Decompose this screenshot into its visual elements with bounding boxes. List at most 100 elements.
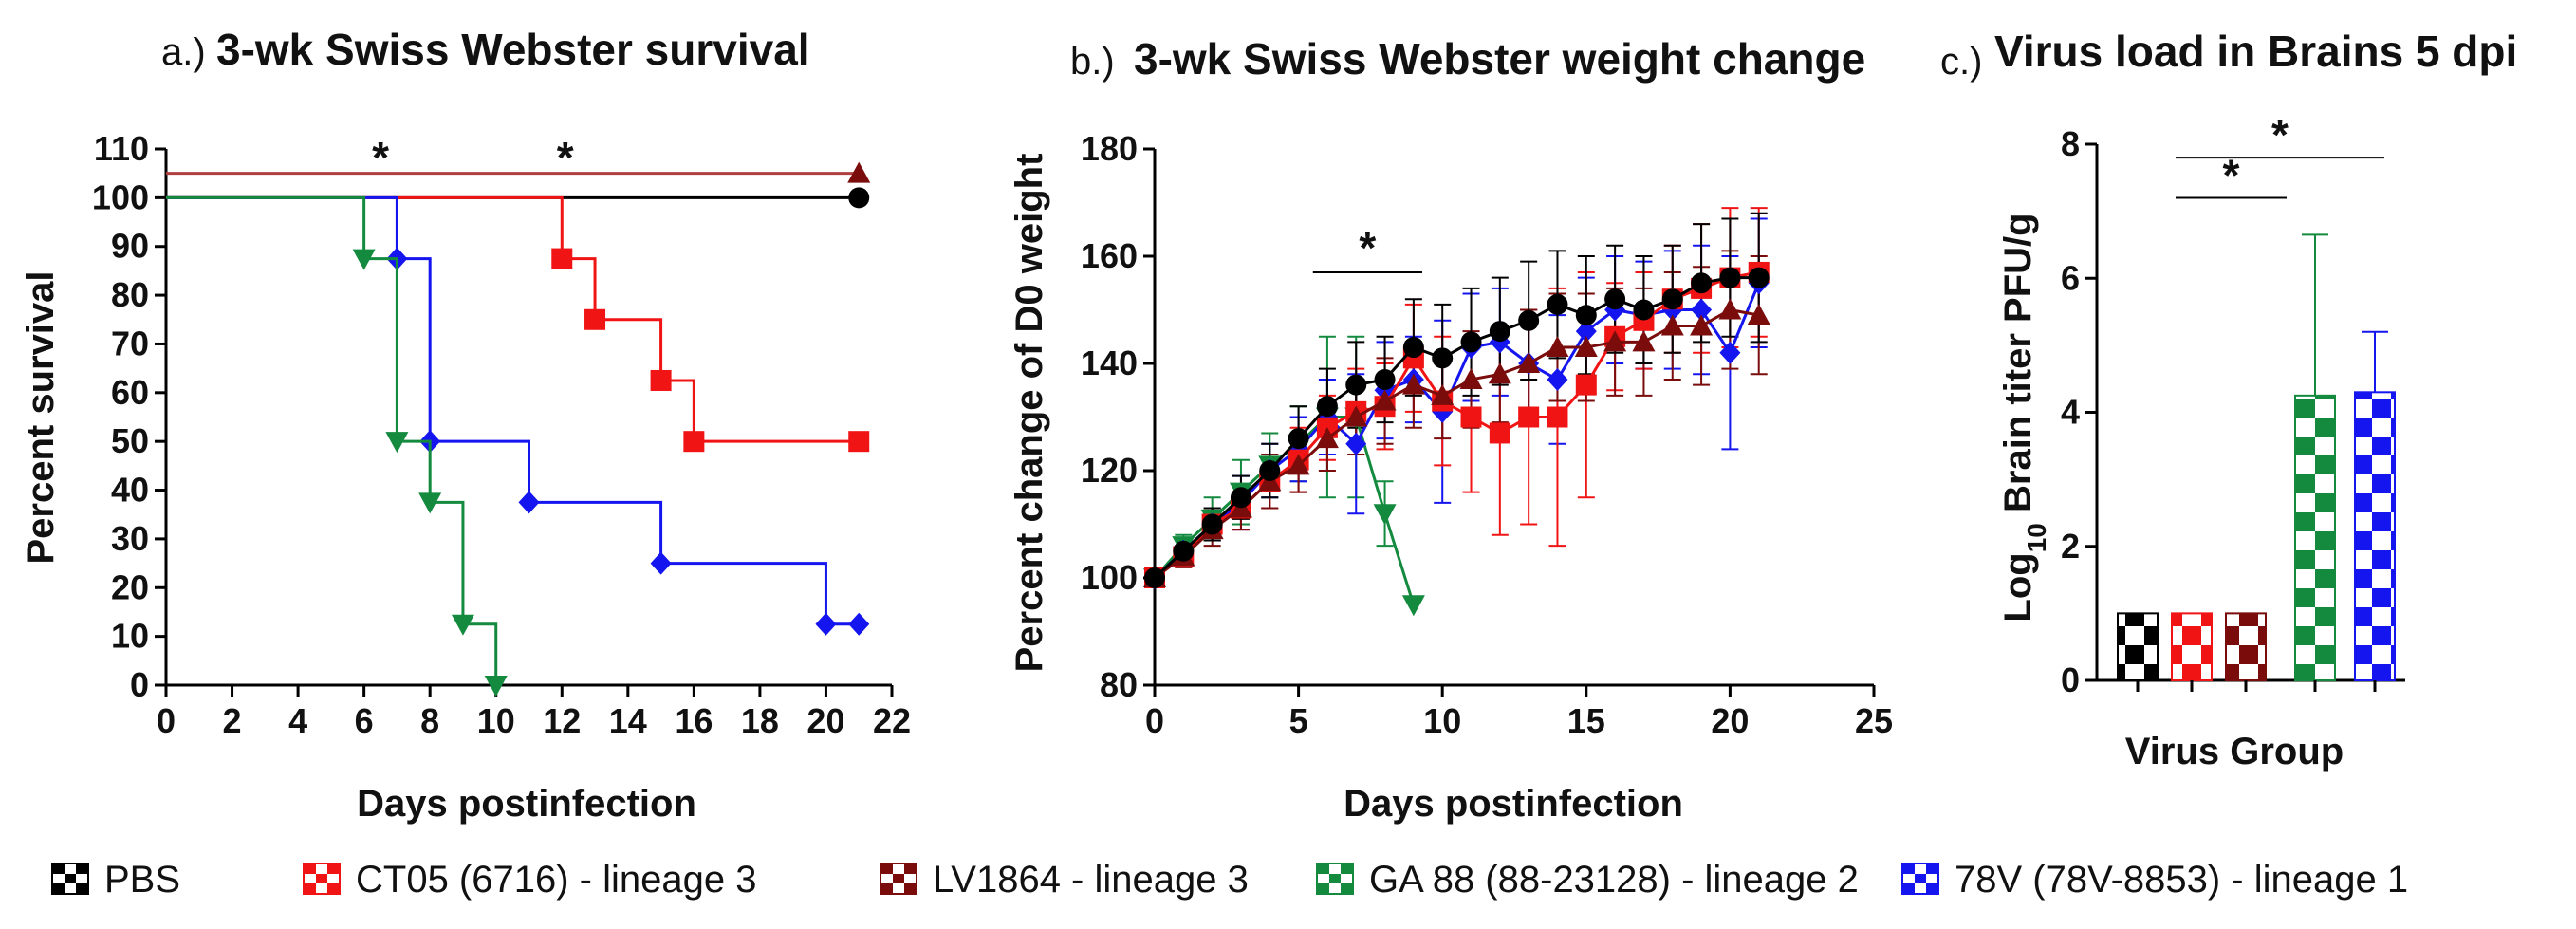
weight-line-GA88 <box>1153 416 1416 605</box>
weight-point-LV1864 <box>1690 314 1714 336</box>
weight-point-PBS <box>1633 299 1655 321</box>
panel-b: b.) 3-wk Swiss Webster weight change Per… <box>1009 34 1893 825</box>
weight-point-GA88 <box>1373 504 1397 526</box>
panel-c-y-tick-label: 4 <box>2061 393 2080 432</box>
checker-cell <box>904 883 917 894</box>
survival-point-GA88 <box>484 676 508 697</box>
weight-point-78V <box>1547 367 1568 391</box>
panel-b-x-tick-label: 15 <box>1567 701 1605 740</box>
weight-point-PBS <box>1201 513 1223 535</box>
weight-line-LV1864 <box>1154 307 1759 580</box>
weight-point-PBS <box>1460 331 1482 353</box>
checker-cell <box>1317 864 1329 874</box>
weight-point-PBS <box>1719 267 1741 288</box>
survival-point-78V <box>848 612 870 636</box>
panel-c-y-tick-label: 2 <box>2061 527 2080 566</box>
panel-a-x-tick-label: 22 <box>873 701 911 740</box>
weight-point-CT05 <box>1460 406 1482 428</box>
panel-a-x-tick-label: 12 <box>543 701 581 740</box>
panel-a-x-tick-label: 8 <box>420 701 439 740</box>
panel-a-x-tick-label: 0 <box>157 701 176 740</box>
weight-point-PBS <box>1345 374 1367 396</box>
panel-c-y-tick-label: 6 <box>2061 258 2080 297</box>
panel-c-y-tick-label: 8 <box>2061 124 2080 163</box>
bar-LV1864 <box>2225 612 2267 681</box>
checker-cell <box>1341 883 1353 894</box>
panel-a-ylabel: Percent survival <box>20 270 62 564</box>
panel-c: c.) Virus load in Brains 5 dpi Log10 Bra… <box>1940 27 2517 772</box>
panel-a-y-tick-label: 20 <box>111 567 149 606</box>
panel-b-y-tick-label: 180 <box>1081 129 1138 168</box>
weight-point-PBS <box>1432 347 1454 369</box>
bar-78V <box>2354 391 2396 681</box>
survival-point-CT05 <box>650 369 672 391</box>
checker-cell <box>1915 874 1926 883</box>
survival-line-GA88 <box>166 195 498 685</box>
weight-point-PBS <box>1604 288 1626 310</box>
weight-point-LV1864 <box>1660 314 1684 336</box>
panel-a-x-tick-label: 2 <box>223 701 242 740</box>
panel-c-label: c.) <box>1940 41 1982 83</box>
weight-point-78V <box>1345 432 1367 455</box>
panel-c-title: Virus load in Brains 5 dpi <box>1994 27 2517 76</box>
weight-point-CT05 <box>1575 374 1597 396</box>
checker-cell <box>880 883 893 894</box>
panel-b-x-tick-label: 10 <box>1423 701 1461 740</box>
weight-point-PBS <box>1173 540 1195 562</box>
weight-point-LV1864 <box>1315 427 1339 449</box>
panel-a-x-tick-label: 14 <box>609 701 647 740</box>
weight-point-LV1864 <box>1287 454 1310 475</box>
panel-b-title: 3-wk Swiss Webster weight change <box>1134 34 1865 84</box>
survival-point-GA88 <box>385 432 409 454</box>
checker-cell <box>304 864 316 874</box>
panel-a-x-tick-label: 16 <box>675 701 713 740</box>
legend-icon-78V <box>1901 863 1939 895</box>
panel-a-x-tick-label: 10 <box>477 701 515 740</box>
checker-cell <box>1902 883 1915 894</box>
checker-cell <box>316 874 327 883</box>
weight-point-PBS <box>1489 321 1510 343</box>
weight-point-PBS <box>1230 487 1251 509</box>
checker-cell <box>76 883 88 894</box>
panel-b-label: b.) <box>1070 41 1115 83</box>
panel-a-title: 3-wk Swiss Webster survival <box>216 25 810 74</box>
weight-point-GA88 <box>1401 595 1425 617</box>
checker-cell <box>1341 864 1353 874</box>
legend-label-LV1864: LV1864 - lineage 3 <box>933 859 1249 901</box>
weight-point-LV1864 <box>1747 304 1770 325</box>
checker-cell <box>65 874 76 883</box>
panel-c-plot: 0 2 4 6 8 * * <box>2061 110 2405 699</box>
significance-asterisk: * <box>2271 110 2289 159</box>
legend-label-CT05: CT05 (6716) - lineage 3 <box>356 859 756 901</box>
significance-asterisk: * <box>2223 151 2240 200</box>
survival-point-78V <box>518 491 540 514</box>
panel-a-y-tick-label: 60 <box>111 373 149 412</box>
panel-b-y-tick-label: 160 <box>1081 236 1138 275</box>
bar-CT05 <box>2171 612 2213 681</box>
checker-cell <box>327 864 340 874</box>
weight-line-78V <box>1153 282 1761 580</box>
bar-PBS <box>2117 612 2159 681</box>
legend-icon-CT05 <box>303 863 341 895</box>
panel-a-y-tick-label: 50 <box>111 421 149 460</box>
panel-a-y-tick-label: 80 <box>111 275 149 314</box>
panel-a-y-tick-label: 100 <box>92 177 149 216</box>
panel-c-ylabel: Log10 Brain titer PFU/g <box>1997 213 2051 622</box>
panel-b-y-tick-label: 80 <box>1100 665 1138 704</box>
panel-b-y-tick-label: 100 <box>1081 558 1138 597</box>
weight-point-PBS <box>1402 337 1424 359</box>
panel-a-xlabel: Days postinfection <box>357 783 696 825</box>
panel-a-label: a.) <box>161 31 206 73</box>
survival-line-CT05 <box>166 195 860 443</box>
weight-point-CT05 <box>1489 422 1510 444</box>
legend-icon-PBS <box>51 863 89 895</box>
survival-point-CT05 <box>848 431 870 453</box>
panel-a-y-tick-label: 40 <box>111 471 149 510</box>
weight-point-CT05 <box>1547 406 1568 428</box>
panel-a-x-tick-label: 4 <box>288 701 307 740</box>
panel-c-y-tick-label: 0 <box>2061 660 2080 699</box>
weight-point-LV1864 <box>1574 336 1598 358</box>
panel-a-y-tick-label: 10 <box>111 617 149 656</box>
checker-cell <box>1329 874 1341 883</box>
weight-point-LV1864 <box>1459 367 1483 389</box>
